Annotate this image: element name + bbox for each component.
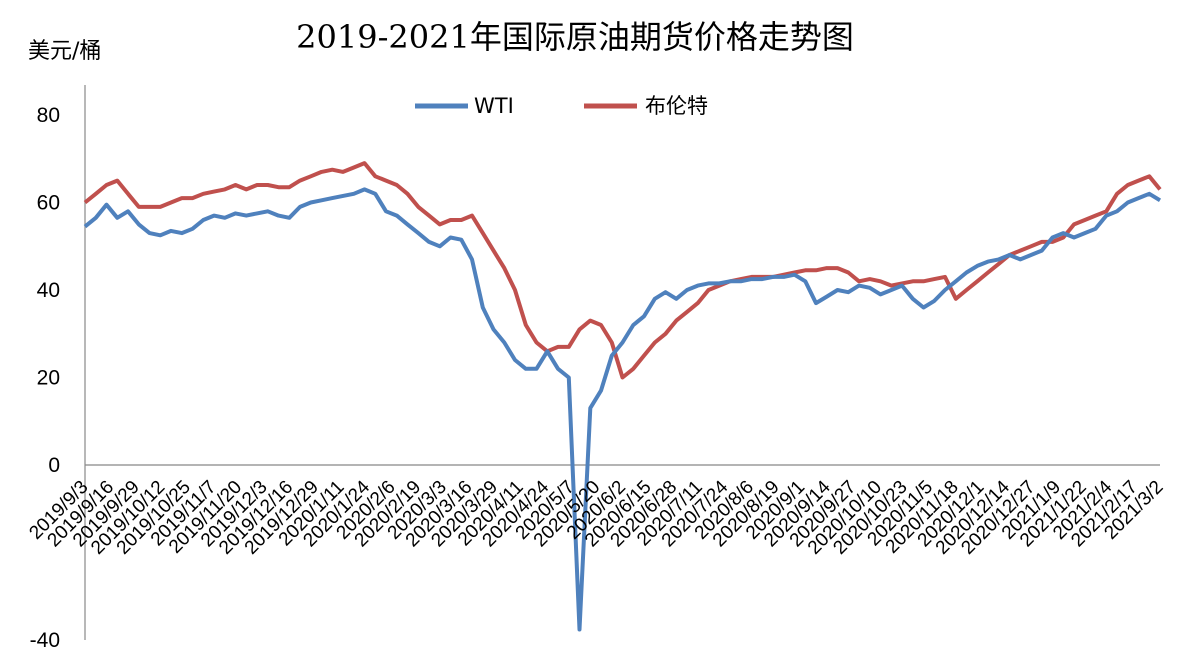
y-tick-label: 0 (48, 454, 60, 477)
series-line-brent (83, 161, 1162, 380)
legend: WTI 布伦特 (415, 94, 708, 118)
y-tick-label: -40 (30, 629, 60, 652)
series-line-wti (83, 187, 1162, 632)
x-tick-labels: 2019/9/32019/9/162019/9/292019/10/122019… (25, 476, 1167, 558)
legend-label-wti: WTI (474, 94, 514, 118)
y-tick-label: 80 (37, 104, 60, 127)
data-series (83, 161, 1162, 632)
y-tick-label: 20 (37, 367, 60, 390)
y-tick-label: 40 (37, 279, 60, 302)
y-tick-labels: 80 60 40 20 0 -40 (30, 104, 60, 652)
y-tick-label: 60 (37, 192, 60, 215)
y-axis-unit-label: 美元/桶 (28, 39, 101, 64)
legend-label-brent: 布伦特 (645, 94, 708, 118)
chart-title: 2019-2021年国际原油期货价格走势图 (296, 18, 854, 56)
